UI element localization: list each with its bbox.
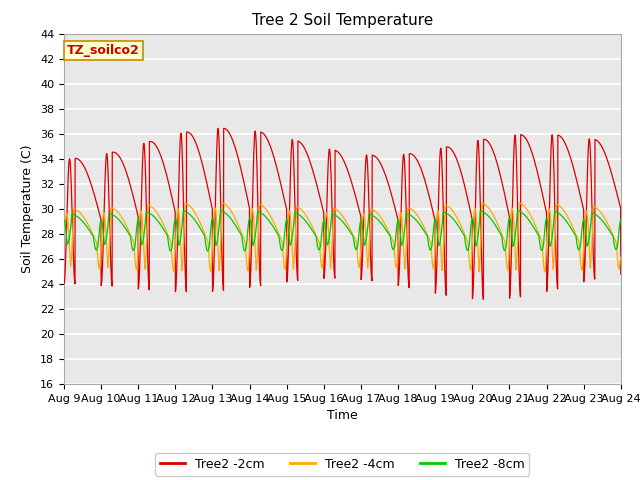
Y-axis label: Soil Temperature (C): Soil Temperature (C): [22, 144, 35, 273]
X-axis label: Time: Time: [327, 409, 358, 422]
Title: Tree 2 Soil Temperature: Tree 2 Soil Temperature: [252, 13, 433, 28]
Text: TZ_soilco2: TZ_soilco2: [67, 44, 140, 57]
Legend: Tree2 -2cm, Tree2 -4cm, Tree2 -8cm: Tree2 -2cm, Tree2 -4cm, Tree2 -8cm: [156, 453, 529, 476]
